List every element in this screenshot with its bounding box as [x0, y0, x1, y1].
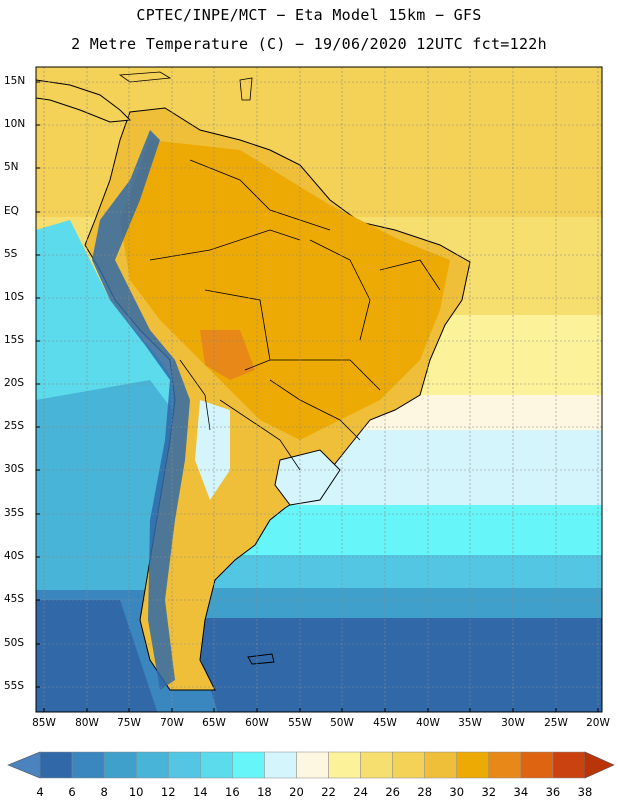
colorbar-label: 32: [481, 785, 497, 799]
lon-label: 45W: [373, 717, 397, 729]
colorbar-label: 8: [100, 785, 108, 799]
colorbar-arrow-low: [7, 751, 41, 779]
lon-label: 70W: [160, 717, 184, 729]
colorbar-swatch: [456, 751, 490, 779]
lon-label: 50W: [330, 717, 354, 729]
colorbar-arrow-high: [584, 751, 615, 779]
lat-label: 5S: [4, 248, 18, 260]
lat-label: 30S: [4, 463, 25, 475]
lat-label: 40S: [4, 550, 25, 562]
lon-label: 30W: [501, 717, 525, 729]
lat-label: 15S: [4, 334, 25, 346]
colorbar-label: 26: [385, 785, 400, 799]
lat-label: 10S: [4, 291, 25, 303]
colorbar-label: 20: [289, 785, 304, 799]
colorbar-label: 4: [36, 785, 44, 799]
colorbar-swatch: [39, 751, 73, 779]
colorbar-swatch: [360, 751, 393, 779]
colorbar-label: 22: [321, 785, 336, 799]
colorbar-swatch: [552, 751, 586, 779]
lat-label: 20S: [4, 377, 25, 389]
colorbar-swatch: [167, 751, 201, 779]
colorbar: [7, 751, 615, 779]
colorbar-swatch: [232, 751, 265, 779]
colorbar-swatch: [200, 751, 233, 779]
lon-label: 55W: [288, 717, 312, 729]
lon-label: 20W: [586, 717, 610, 729]
lon-label: 85W: [32, 717, 56, 729]
colorbar-label: 14: [192, 785, 208, 799]
lat-label: 55S: [4, 680, 25, 692]
colorbar-label: 28: [417, 785, 433, 799]
lon-label: 40W: [416, 717, 440, 729]
colorbar-swatch: [488, 751, 522, 779]
lat-label: EQ: [4, 205, 19, 217]
colorbar-label: 36: [545, 785, 561, 799]
colorbar-label: 6: [68, 785, 76, 799]
colorbar-label: 38: [577, 785, 593, 799]
colorbar-label: 12: [160, 785, 176, 799]
colorbar-label: 10: [128, 785, 144, 799]
colorbar-label: 16: [225, 785, 240, 799]
lat-label: 45S: [4, 593, 25, 605]
map-title-line2: 2 Metre Temperature (C) − 19/06/2020 12U…: [71, 35, 547, 53]
lon-label: 65W: [202, 717, 226, 729]
colorbar-label: 18: [257, 785, 272, 799]
colorbar-swatch: [103, 751, 137, 779]
lat-label: 15N: [4, 75, 26, 87]
lat-label: 50S: [4, 637, 25, 649]
andes-cold-strip: [92, 130, 190, 690]
lon-label: 35W: [458, 717, 482, 729]
colorbar-swatch: [264, 751, 297, 779]
lat-label: 5N: [4, 161, 19, 173]
lon-label: 80W: [75, 717, 99, 729]
temperature-field: [36, 67, 602, 712]
colorbar-swatch: [71, 751, 105, 779]
colorbar-label: 30: [449, 785, 465, 799]
colorbar-swatch: [296, 751, 329, 779]
lon-label: 25W: [544, 717, 568, 729]
colorbar-label: 24: [353, 785, 368, 799]
colorbar-label: 34: [513, 785, 529, 799]
colorbar-swatch: [135, 751, 169, 779]
colorbar-swatch: [424, 751, 458, 779]
lat-label: 35S: [4, 507, 25, 519]
lon-label: 75W: [117, 717, 141, 729]
lat-label: 10N: [4, 118, 26, 130]
graticule: [36, 67, 602, 712]
map-title-line1: CPTEC/INPE/MCT − Eta Model 15km − GFS: [136, 6, 482, 24]
colorbar-swatch: [328, 751, 361, 779]
map-frame: [35, 66, 603, 713]
colorbar-swatch: [392, 751, 425, 779]
lat-label: 25S: [4, 420, 25, 432]
lon-label: 60W: [245, 717, 269, 729]
colorbar-swatch: [520, 751, 554, 779]
